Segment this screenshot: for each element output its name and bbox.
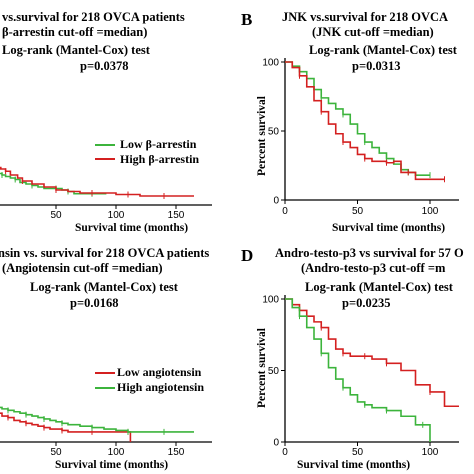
series-line-1 [285, 298, 459, 408]
panel-b: B JNK vs.survival for 218 OVCA (JNK cut-… [237, 0, 474, 237]
panel-a-legend-1: Low β-arrestin [120, 137, 197, 151]
panel-a-xlabel: Survival time (months) [75, 222, 189, 234]
panel-a-title: vs.survival for 218 OVCA patients [2, 10, 185, 24]
x-tick-label: 150 [168, 210, 185, 221]
x-tick-label: 0 [282, 447, 288, 458]
panel-d-test: Log-rank (Mantel-Cox) test [305, 280, 453, 294]
panel-b-label: B [241, 10, 253, 29]
x-tick-label: 50 [352, 447, 364, 458]
panel-a-subtitle: β-arrestin cut-off =median) [2, 25, 148, 39]
x-tick-label: 50 [352, 206, 364, 217]
x-tick-label: 100 [422, 447, 439, 458]
panel-b-title: JNK vs.survival for 218 OVCA [282, 10, 449, 24]
panel-d-title: Andro-testo-p3 vs survival for 57 O [275, 246, 464, 260]
series-line-1 [0, 412, 132, 442]
panel-d-subtitle: (Andro-testo-p3 cut-off =m [301, 261, 446, 275]
x-tick-label: 50 [50, 447, 62, 458]
panel-c-legend-2: High angiotensin [117, 380, 205, 394]
panel-c-title: nsin vs. survival for 218 OVCA patients [0, 246, 210, 260]
y-tick-label: 100 [262, 295, 279, 306]
panel-a: vs.survival for 218 OVCA patients β-arre… [0, 0, 237, 237]
x-tick-label: 100 [108, 210, 125, 221]
x-tick-label: 100 [108, 447, 125, 458]
panel-d-chart: 100 50 00 50 100 [262, 295, 459, 458]
x-tick-label: 150 [168, 447, 185, 458]
panel-a-test: Log-rank (Mantel-Cox) test [2, 43, 150, 57]
x-tick-label: 50 [50, 210, 62, 221]
y-tick-label: 0 [273, 438, 279, 449]
x-tick-label: 100 [422, 206, 439, 217]
panel-c-legend-1: Low angiotensin [117, 365, 202, 379]
y-tick-label: 0 [273, 196, 279, 207]
x-tick-label: 0 [282, 206, 288, 217]
panel-b-subtitle: (JNK cut-off =median) [312, 25, 434, 39]
panel-d-pvalue: p=0.0235 [342, 296, 391, 310]
panel-d: D Andro-testo-p3 vs survival for 57 O (A… [237, 237, 474, 474]
y-tick-label: 50 [268, 366, 280, 377]
panel-d-xlabel: Survival time (months) [297, 459, 411, 471]
panel-c-test: Log-rank (Mantel-Cox) test [30, 280, 178, 294]
panel-b-xlabel: Survival time (months) [332, 222, 446, 234]
panel-b-chart: 100 50 00 50 100 [262, 58, 459, 217]
panel-c: nsin vs. survival for 218 OVCA patients … [0, 237, 237, 474]
series-line-2 [285, 298, 431, 442]
panel-b-pvalue: p=0.0313 [352, 59, 401, 73]
panel-b-test: Log-rank (Mantel-Cox) test [309, 43, 457, 57]
y-tick-label: 50 [268, 127, 280, 138]
panel-a-pvalue: p=0.0378 [80, 59, 129, 73]
panel-d-label: D [241, 246, 254, 265]
panel-c-pvalue: p=0.0168 [70, 296, 119, 310]
panel-c-subtitle: (Angiotensin cut-off =median) [2, 261, 163, 275]
series-line-2 [285, 61, 445, 181]
series-line-2 [0, 166, 194, 197]
panel-a-chart: 50 100 150 [0, 144, 212, 221]
y-tick-label: 100 [262, 58, 279, 69]
panel-c-chart: 50 100 150 [0, 372, 212, 458]
panel-a-legend-2: High β-arrestin [120, 152, 200, 166]
panel-c-xlabel: Survival time (months) [55, 459, 169, 471]
series-line-2 [0, 406, 194, 433]
